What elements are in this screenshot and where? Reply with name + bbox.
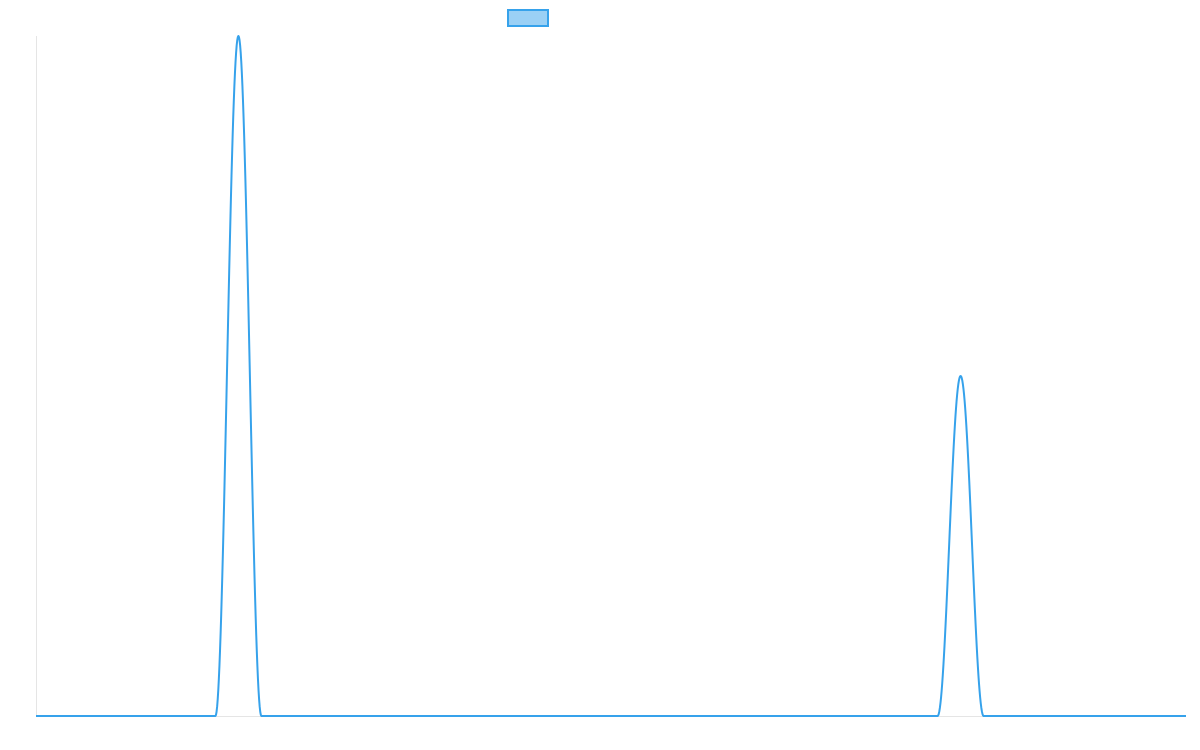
legend-swatch[interactable] <box>507 9 549 27</box>
series-layer <box>35 33 1187 717</box>
peak-point-0[interactable] <box>235 33 241 39</box>
legend[interactable] <box>507 9 549 27</box>
peak-point-1[interactable] <box>958 373 964 379</box>
series-line-0[interactable] <box>35 35 1187 717</box>
